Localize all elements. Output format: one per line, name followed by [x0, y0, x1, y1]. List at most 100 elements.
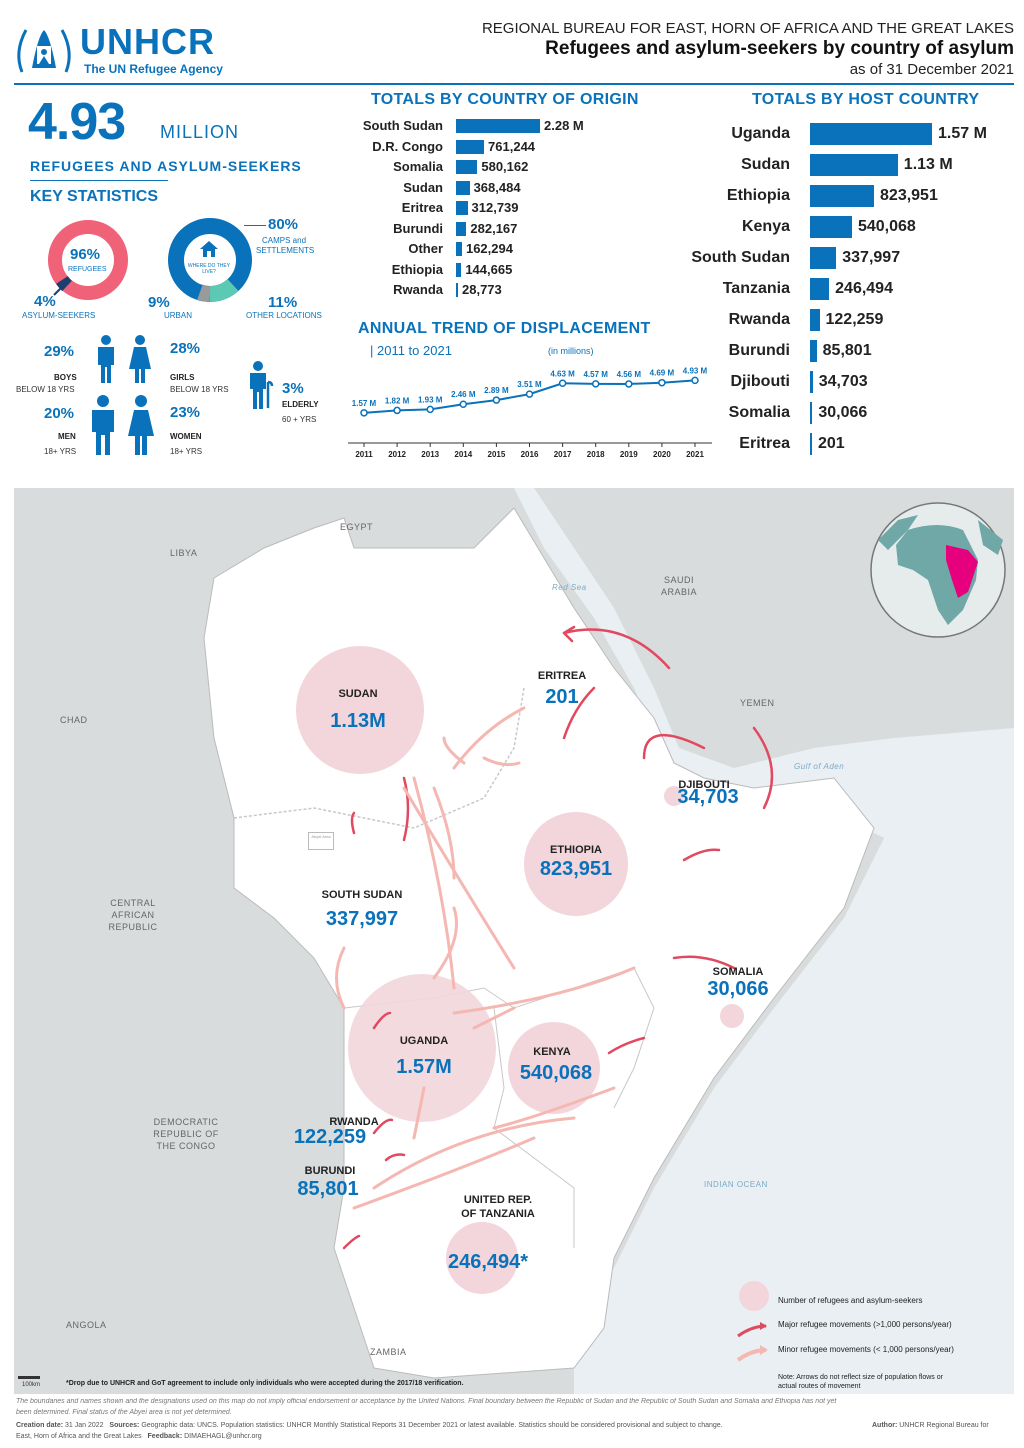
map-label-chad: CHAD	[60, 715, 88, 725]
globe-inset	[870, 502, 1006, 638]
trend-label-2015: 2.89 M	[484, 386, 509, 395]
trend-label-2012: 1.82 M	[385, 396, 410, 405]
women-sub: 18+ YRS	[170, 447, 203, 456]
trend-xlabel-2021: 2021	[686, 450, 704, 459]
legend-bubble-label: Number of refugees and asylum-seekers	[778, 1296, 923, 1305]
map-label-saudi: SAUDI ARABIA	[660, 575, 697, 597]
page-title: Refugees and asylum-seekers by country o…	[545, 38, 1014, 59]
host-value-south-sudan: 337,997	[325, 908, 399, 930]
page-date: as of 31 December 2021	[849, 61, 1014, 78]
host-bar-6	[810, 309, 820, 331]
trend-subtitle: | 2011 to 2021	[370, 343, 452, 358]
boys-label: BOYS	[54, 373, 77, 382]
trend-title: ANNUAL TREND OF DISPLACEMENT	[358, 320, 651, 337]
unhcr-logo: UNHCR The UN Refugee Agency	[12, 22, 242, 80]
host-value-sudan: 1.13M	[330, 710, 386, 732]
camps-leader	[244, 225, 266, 226]
host-name-10: Eritrea	[739, 435, 790, 452]
map-label-yemen: YEMEN	[740, 698, 775, 708]
trend-xlabel-2012: 2012	[388, 450, 406, 459]
origin-value-6: 162,294	[465, 241, 513, 256]
key-stats-title: KEY STATISTICS	[30, 188, 159, 205]
host-label-kenya: KENYA	[533, 1046, 571, 1058]
host-value-7: 85,801	[822, 342, 872, 359]
host-value-0: 1.57 M	[938, 125, 987, 142]
origin-name-5: Burundi	[393, 220, 443, 236]
origin-value-5: 282,167	[470, 220, 518, 236]
men-pct: 20%	[44, 405, 75, 422]
origin-value-2: 580,162	[481, 159, 529, 174]
trend-xlabel-2020: 2020	[653, 450, 671, 459]
refugee-donut	[48, 220, 128, 300]
girls-label: GIRLS	[170, 373, 195, 382]
disclaimer-2: been determined. Final status of the Aby…	[16, 1409, 232, 1416]
map-label-abyei: Abyei Area	[308, 832, 334, 850]
legend-minor-arrow-icon	[736, 1345, 768, 1362]
trend-point-2017	[558, 379, 567, 388]
host-bar-4	[810, 247, 837, 269]
origin-value-7: 144,665	[465, 261, 513, 277]
host-bar-7	[810, 340, 817, 362]
summary-rule	[30, 180, 168, 181]
legend-major-label: Major refugee movements (>1,000 persons/…	[778, 1320, 952, 1329]
origin-value-8: 28,773	[462, 282, 502, 297]
feedback-email[interactable]: DIMAEHAGL@unhcr.org	[184, 1433, 262, 1440]
author-label: Author:	[872, 1422, 898, 1429]
host-bar-1	[810, 154, 898, 176]
men-label: MEN	[58, 432, 76, 441]
trend-xlabel-2017: 2017	[554, 450, 572, 459]
host-label-sudan: SUDAN	[338, 688, 378, 700]
host-value-8: 34,703	[818, 373, 868, 390]
trend-xlabel-2011: 2011	[355, 450, 373, 459]
host-label-tanzania-2: OF TANZANIA	[461, 1208, 535, 1220]
origin-name-7: Ethiopia	[391, 261, 443, 277]
host-name-0: Uganda	[731, 125, 790, 142]
origin-value-4: 312,739	[471, 200, 519, 215]
host-value-3: 540,068	[857, 218, 916, 235]
living-donut	[168, 218, 252, 302]
trend-line-chart: 1.57 M 2011 1.82 M 2012 1.93 M 2013 2.46 M 2014…	[348, 366, 712, 459]
tanzania-note: *Drop due to UNHCR and GoT agreement to …	[66, 1380, 464, 1387]
origin-bar-7	[456, 262, 462, 277]
host-value-kenya: 540,068	[519, 1062, 593, 1084]
credits-line: Creation date: 31 Jan 2022 Sources: Geog…	[16, 1422, 723, 1429]
origin-bar-6	[456, 242, 462, 256]
trend-point-2012	[393, 406, 401, 415]
host-value-djibouti: 34,703	[677, 786, 739, 808]
legend-note-2: actual routes of movement	[778, 1383, 861, 1390]
laurel-icon	[17, 29, 71, 73]
sources-label: Sources:	[109, 1422, 140, 1429]
trend-unit: (in millions)	[548, 346, 594, 356]
man-icon	[92, 395, 114, 455]
author-2: East, Horn of Africa and the Great Lakes	[16, 1433, 142, 1440]
host-bar-3	[810, 216, 852, 238]
trend-label-2016: 3.51 M	[517, 380, 542, 389]
host-value-1: 1.13 M	[903, 156, 953, 173]
scale-label: 100km	[22, 1382, 41, 1388]
origin-name-6: Other	[408, 241, 443, 256]
camps-pct: 80%	[268, 216, 299, 233]
origin-bar-2	[456, 160, 478, 174]
house-icon	[200, 241, 218, 257]
origin-name-2: Somalia	[393, 159, 443, 174]
map-label-red-sea: Red Sea	[552, 583, 587, 592]
host-bar-2	[810, 185, 875, 207]
trend-xlabel-2015: 2015	[488, 450, 506, 459]
host-name-2: Ethiopia	[726, 187, 790, 204]
host-label-burundi: BURUNDI	[304, 1165, 356, 1177]
elderly-icon	[250, 361, 274, 409]
map-label-gulf-aden: Gulf of Aden	[794, 762, 845, 771]
origin-bar-8	[456, 283, 458, 297]
host-name-4: South Sudan	[691, 249, 790, 266]
host-value-rwanda: 122,259	[293, 1126, 367, 1148]
trend-point-2014	[459, 400, 468, 408]
host-value-ethiopia: 823,951	[539, 858, 613, 880]
org-name: UNHCR	[80, 21, 215, 62]
org-subtitle: The UN Refugee Agency	[84, 62, 223, 76]
legend-note: Note: Arrows do not reflect size of popu…	[778, 1374, 943, 1381]
trend-label-2019: 4.56 M	[617, 370, 642, 379]
elderly-label: ELDERLY	[282, 400, 319, 409]
other-label: OTHER LOCATIONS	[246, 311, 322, 320]
host-value-eritrea: 201	[545, 686, 579, 708]
host-bar-5	[810, 278, 830, 300]
